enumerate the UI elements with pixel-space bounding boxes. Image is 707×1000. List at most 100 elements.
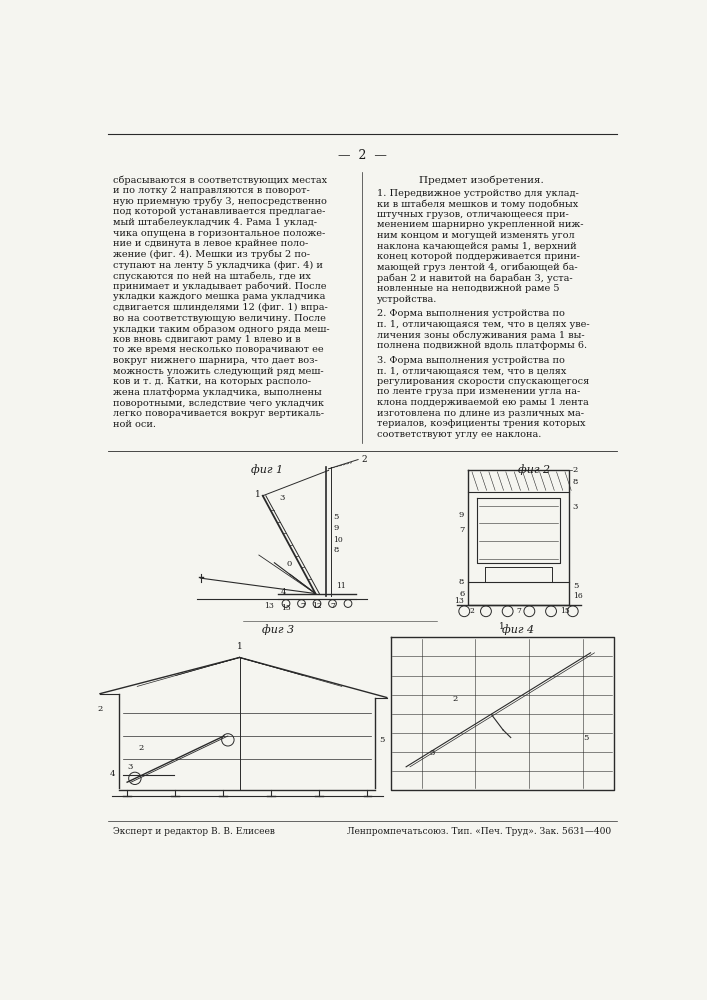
Text: вокруг нижнего шарнира, что дает воз-: вокруг нижнего шарнира, что дает воз-	[113, 356, 318, 365]
Circle shape	[129, 772, 141, 785]
Text: новленные на неподвижной раме 5: новленные на неподвижной раме 5	[377, 284, 559, 293]
Text: ние и сдвинута в левое крайнее поло-: ние и сдвинута в левое крайнее поло-	[113, 239, 308, 248]
Text: соответствуют углу ее наклона.: соответствуют углу ее наклона.	[377, 430, 541, 439]
Text: ков вновь сдвигают раму 1 влево и в: ков вновь сдвигают раму 1 влево и в	[113, 335, 300, 344]
Circle shape	[313, 600, 321, 607]
Text: фиг 4: фиг 4	[503, 624, 534, 635]
Text: 13: 13	[455, 597, 464, 605]
Text: устройства.: устройства.	[377, 295, 437, 304]
Circle shape	[344, 600, 352, 607]
Text: сбрасываются в соответствующих местах: сбрасываются в соответствующих местах	[113, 175, 327, 185]
Text: сдвигается шлинделями 12 (фиг. 1) впра-: сдвигается шлинделями 12 (фиг. 1) впра-	[113, 303, 328, 312]
Text: ним концом и могущей изменять угол: ним концом и могущей изменять угол	[377, 231, 574, 240]
Text: 5: 5	[573, 582, 578, 590]
Text: чика опущена в горизонтальное положе-: чика опущена в горизонтальное положе-	[113, 229, 325, 238]
Text: п. 1, отличающаяся тем, что в целях уве-: п. 1, отличающаяся тем, что в целях уве-	[377, 320, 590, 329]
Circle shape	[481, 606, 491, 617]
Text: мый штабелеукладчик 4. Рама 1 уклад-: мый штабелеукладчик 4. Рама 1 уклад-	[113, 218, 317, 227]
Circle shape	[329, 600, 337, 607]
Text: 8: 8	[459, 578, 464, 586]
Text: 11: 11	[337, 582, 346, 590]
Text: фиг 2: фиг 2	[518, 464, 550, 475]
Text: 3: 3	[429, 749, 435, 757]
Text: конец которой поддерживается прини-: конец которой поддерживается прини-	[377, 252, 580, 261]
Text: 5: 5	[379, 736, 385, 744]
Text: регулирования скорости спускающегося: регулирования скорости спускающегося	[377, 377, 589, 386]
Text: ной оси.: ной оси.	[113, 420, 156, 429]
Text: 4: 4	[281, 588, 286, 596]
Circle shape	[222, 734, 234, 746]
Text: то же время несколько поворачивают ее: то же время несколько поворачивают ее	[113, 345, 324, 354]
Text: 7: 7	[516, 607, 521, 615]
Text: и по лотку 2 направляются в поворот-: и по лотку 2 направляются в поворот-	[113, 186, 310, 195]
Text: поворотными, вследствие чего укладчик: поворотными, вследствие чего укладчик	[113, 399, 325, 408]
Text: 9: 9	[459, 511, 464, 519]
Text: фиг 1: фиг 1	[250, 464, 283, 475]
Text: 1: 1	[499, 622, 505, 631]
Text: 16: 16	[573, 592, 583, 600]
Text: 1: 1	[255, 490, 261, 499]
Text: под которой устанавливается предлагае-: под которой устанавливается предлагае-	[113, 207, 325, 216]
Text: менением шарнирно укрепленной ниж-: менением шарнирно укрепленной ниж-	[377, 220, 583, 229]
Text: ную приемную трубу 3, непосредственно: ную приемную трубу 3, непосредственно	[113, 197, 327, 206]
Text: 2: 2	[469, 607, 474, 615]
Text: 5: 5	[583, 734, 588, 742]
Text: 3. Форма выполнения устройства по: 3. Форма выполнения устройства по	[377, 356, 565, 365]
Text: 6: 6	[459, 590, 464, 598]
Text: териалов, коэфициенты трения которых: териалов, коэфициенты трения которых	[377, 419, 585, 428]
Text: клона поддерживаемой ею рамы 1 лента: клона поддерживаемой ею рамы 1 лента	[377, 398, 588, 407]
Text: ки в штабеля мешков и тому подобных: ки в штабеля мешков и тому подобных	[377, 199, 578, 209]
Text: во на соответствующую величину. После: во на соответствующую величину. После	[113, 314, 326, 323]
Circle shape	[282, 600, 290, 607]
Text: легко поворачивается вокруг вертикаль-: легко поворачивается вокруг вертикаль-	[113, 409, 325, 418]
Text: 2. Форма выполнения устройства по: 2. Форма выполнения устройства по	[377, 309, 565, 318]
Text: 12: 12	[312, 602, 322, 610]
Text: 13: 13	[264, 602, 274, 610]
Text: по ленте груза при изменении угла на-: по ленте груза при изменении угла на-	[377, 387, 580, 396]
Circle shape	[546, 606, 556, 617]
Text: 5: 5	[333, 513, 339, 521]
Text: п. 1, отличающаяся тем, что в целях: п. 1, отличающаяся тем, что в целях	[377, 366, 566, 375]
Text: укладки таким образом одного ряда меш-: укладки таким образом одного ряда меш-	[113, 324, 329, 334]
Text: —  2  —: — 2 —	[337, 149, 387, 162]
Text: 3: 3	[573, 503, 578, 511]
Circle shape	[567, 606, 578, 617]
Text: можность уложить следующий ряд меш-: можность уложить следующий ряд меш-	[113, 367, 324, 376]
Text: Ленпромпечатьсоюз. Тип. «Печ. Труд». Зак. 5631—400: Ленпромпечатьсоюз. Тип. «Печ. Труд». Зак…	[347, 827, 612, 836]
Text: 1. Передвижное устройство для уклад-: 1. Передвижное устройство для уклад-	[377, 189, 578, 198]
Text: принимает и укладывает рабочий. После: принимает и укладывает рабочий. После	[113, 282, 327, 291]
Text: 9: 9	[333, 524, 339, 532]
Text: фиг 3: фиг 3	[262, 624, 294, 635]
Text: 7: 7	[330, 602, 335, 610]
Circle shape	[459, 606, 469, 617]
Text: 4: 4	[110, 770, 115, 778]
Text: 3: 3	[279, 494, 284, 502]
Text: мающей груз лентой 4, огибающей ба-: мающей груз лентой 4, огибающей ба-	[377, 263, 578, 272]
Text: штучных грузов, отличающееся при-: штучных грузов, отличающееся при-	[377, 210, 568, 219]
Text: рабан 2 и навитой на барабан 3, уста-: рабан 2 и навитой на барабан 3, уста-	[377, 274, 572, 283]
Text: 2: 2	[97, 705, 103, 713]
Text: 1: 1	[237, 642, 243, 651]
Text: ков и т. д. Катки, на которых располо-: ков и т. д. Катки, на которых располо-	[113, 377, 311, 386]
Circle shape	[502, 606, 513, 617]
Text: 7: 7	[300, 602, 305, 610]
Text: 0: 0	[287, 560, 292, 568]
Text: 7: 7	[459, 526, 464, 534]
Text: ступают на ленту 5 укладчика (фиг. 4) и: ступают на ленту 5 укладчика (фиг. 4) и	[113, 260, 323, 270]
Text: 2: 2	[139, 744, 144, 752]
Text: 2: 2	[573, 466, 578, 474]
Text: 2: 2	[452, 695, 458, 703]
Circle shape	[298, 600, 305, 607]
Text: 15: 15	[560, 607, 570, 615]
Circle shape	[524, 606, 534, 617]
Text: 10: 10	[333, 536, 343, 544]
Text: полнена подвижной вдоль платформы 6.: полнена подвижной вдоль платформы 6.	[377, 341, 587, 350]
Text: 8: 8	[573, 478, 578, 486]
Text: 3: 3	[127, 763, 132, 771]
Text: жение (фиг. 4). Мешки из трубы 2 по-: жение (фиг. 4). Мешки из трубы 2 по-	[113, 250, 310, 259]
Text: 8: 8	[333, 546, 339, 554]
Text: личения зоны обслуживания рама 1 вы-: личения зоны обслуживания рама 1 вы-	[377, 331, 584, 340]
Text: Эксперт и редактор В. В. Елисеев: Эксперт и редактор В. В. Елисеев	[113, 827, 275, 836]
Text: жена платформа укладчика, выполнены: жена платформа укладчика, выполнены	[113, 388, 322, 397]
Text: 2: 2	[361, 455, 367, 464]
